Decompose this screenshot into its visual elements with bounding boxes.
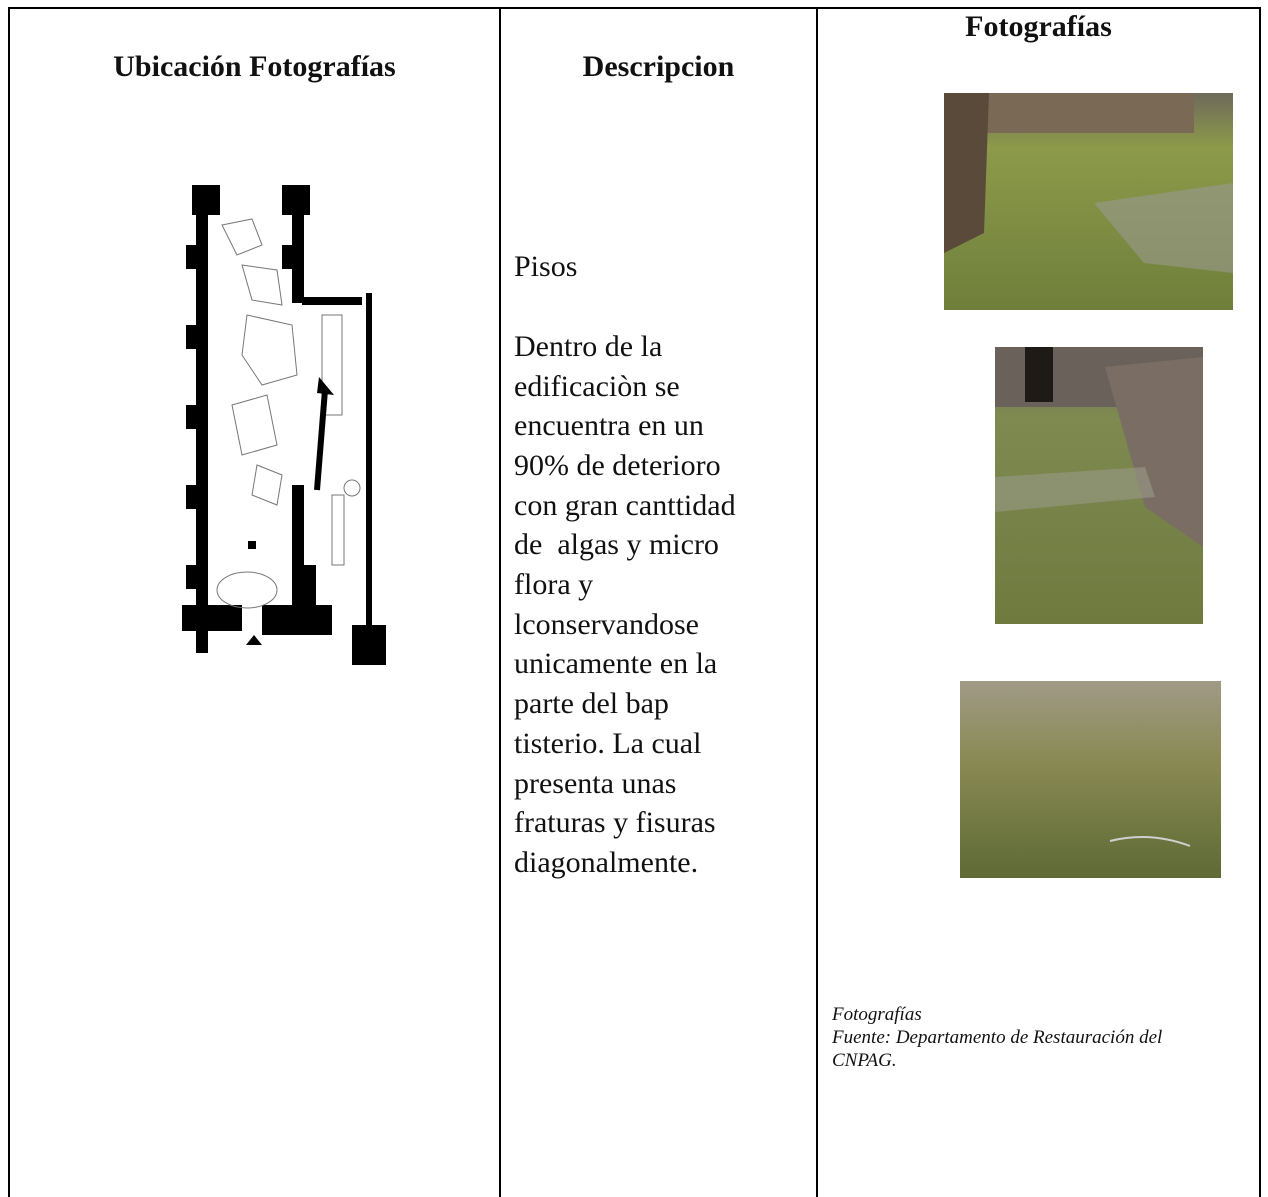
description-line: parte del bap <box>514 687 669 721</box>
caption-line: CNPAG. <box>832 1050 897 1071</box>
column-header: Fotografías <box>965 10 1112 43</box>
description-line: encuentra en un <box>514 409 704 443</box>
floor-plan <box>182 185 386 684</box>
caption: Fotografías Fuente: Departamento de Resta… <box>832 1003 1162 1072</box>
column-header: Descripcion <box>582 50 735 83</box>
column-divider <box>499 7 501 1197</box>
description-title: Pisos <box>514 250 578 284</box>
photo <box>960 681 1221 878</box>
description-line: fraturas y fisuras <box>514 806 716 840</box>
photo <box>995 347 1203 624</box>
description-line: presenta unas <box>514 766 677 800</box>
description-line: Dentro de la <box>514 329 663 363</box>
table-border-top <box>8 7 1261 9</box>
description-line: tisterio. La cual <box>514 726 702 760</box>
description-line: edificaciòn se <box>514 369 680 403</box>
description-line: lconservandose <box>514 607 699 641</box>
photo <box>944 93 1233 310</box>
description-line: con gran canttidad <box>514 488 736 522</box>
table-border-left <box>8 7 10 1197</box>
description-line: unicamente en la <box>514 647 718 681</box>
column-divider <box>816 7 818 1197</box>
table-border-right <box>1259 7 1261 1197</box>
column-header: Ubicación Fotografías <box>113 50 396 83</box>
description-line: 90% de deterioro <box>514 448 721 482</box>
description-line: de algas y micro <box>514 528 719 562</box>
description-line: flora y <box>514 568 594 602</box>
description-line: diagonalmente. <box>514 845 699 879</box>
description: Pisos Dentro de la edificaciòn se encuentr… <box>514 168 736 883</box>
caption-line: Fotografías <box>832 1004 922 1025</box>
caption-line: Fuente: Departamento de Restauración del <box>832 1027 1163 1048</box>
